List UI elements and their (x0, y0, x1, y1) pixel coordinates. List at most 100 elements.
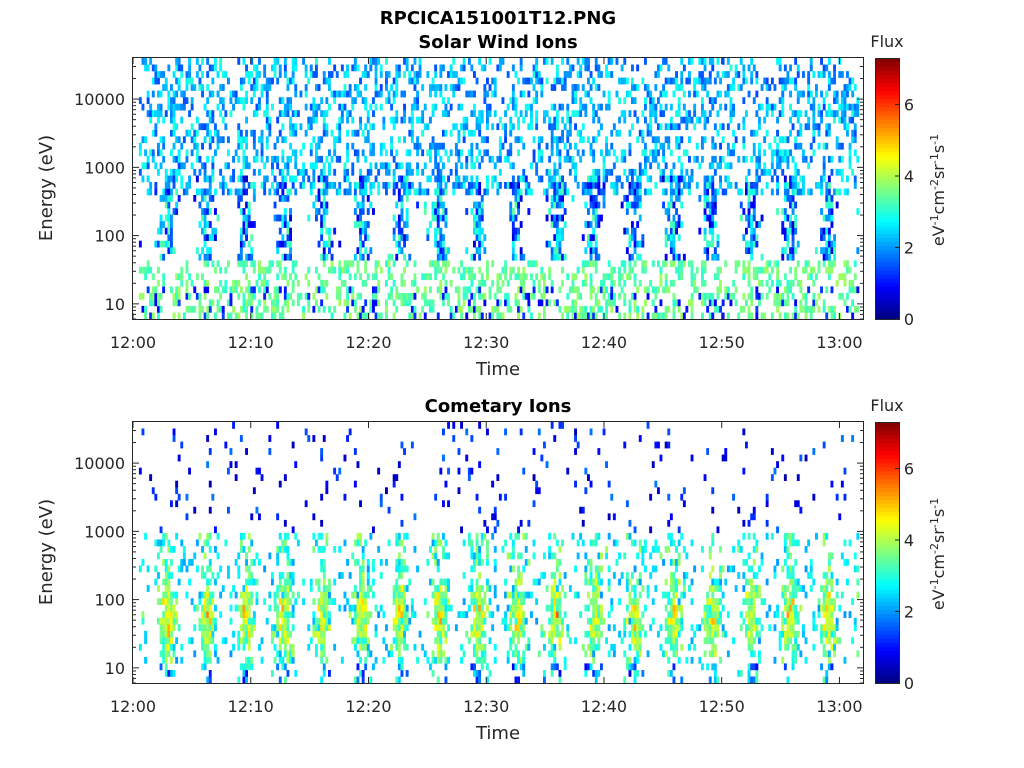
heatmap-cell (475, 77, 479, 85)
heatmap-cell (568, 116, 572, 124)
heatmap-cell (778, 136, 782, 144)
heatmap-cell (701, 84, 704, 91)
heatmap-cell (413, 142, 417, 150)
heatmap-cell (706, 116, 710, 124)
heatmap-cell (817, 305, 821, 313)
heatmap-cell (144, 305, 147, 313)
heatmap-cell (493, 175, 497, 183)
heatmap-cell (511, 253, 515, 261)
heatmap-cell (750, 227, 754, 235)
heatmap-cell (462, 598, 466, 605)
heatmap-cell (263, 273, 267, 281)
heatmap-cell (657, 136, 660, 144)
heatmap-cell (170, 149, 173, 157)
heatmap-cell (201, 214, 204, 222)
heatmap-cell (250, 234, 254, 241)
heatmap-cell (359, 90, 362, 98)
heatmap-cell (496, 188, 500, 196)
heatmap-cell (286, 591, 290, 599)
heatmap-cell (820, 247, 823, 254)
heatmap-cell (328, 305, 331, 313)
heatmap-cell (175, 188, 179, 196)
heatmap-cell (390, 650, 393, 658)
heatmap-cell (672, 90, 676, 98)
heatmap-cell (361, 630, 365, 638)
heatmap-cell (786, 234, 790, 241)
heatmap-cell (470, 591, 474, 599)
heatmap-cell (553, 182, 557, 189)
heatmap-cell (563, 71, 567, 78)
heatmap-cell (159, 546, 163, 553)
heatmap-cell (146, 97, 150, 104)
heatmap-cell (232, 155, 235, 163)
heatmap-cell (721, 71, 725, 78)
heatmap-cell (628, 182, 632, 189)
heatmap-cell (444, 208, 448, 215)
heatmap-cell (760, 253, 764, 261)
heatmap-cell (164, 188, 168, 196)
heatmap-cell (457, 77, 461, 85)
heatmap-cell (651, 110, 655, 117)
heatmap-cell (483, 64, 487, 72)
colorbar-segment (875, 70, 899, 75)
heatmap-cell (410, 136, 414, 144)
heatmap-cell (346, 299, 349, 307)
heatmap-cell (276, 136, 280, 144)
heatmap-cell (312, 624, 316, 632)
heatmap-cell (848, 116, 852, 124)
heatmap-cell (322, 208, 326, 215)
heatmap-cell (276, 604, 280, 612)
heatmap-cell (750, 299, 754, 307)
heatmap-cell (203, 227, 207, 235)
heatmap-cell (555, 253, 559, 261)
heatmap-cell (400, 201, 404, 209)
heatmap-cell (703, 136, 707, 144)
heatmap-cell (397, 643, 401, 651)
heatmap-cell (496, 182, 500, 189)
heatmap-cell (776, 182, 779, 189)
heatmap-cell (322, 129, 326, 137)
heatmap-cell (579, 129, 583, 137)
heatmap-cell (612, 279, 616, 287)
heatmap-cell (625, 175, 629, 183)
heatmap-cell (307, 299, 311, 307)
heatmap-cell (726, 292, 730, 300)
heatmap-cell (325, 201, 329, 209)
heatmap-cell (172, 643, 176, 651)
heatmap-cell (439, 617, 443, 625)
heatmap-cell (449, 305, 453, 313)
heatmap-cell (157, 227, 160, 235)
heatmap-cell (550, 123, 554, 131)
heatmap-cell (825, 129, 829, 137)
heatmap-cell (397, 624, 401, 632)
heatmap-cell (216, 136, 220, 144)
heatmap-cell (664, 279, 668, 287)
heatmap-cell (600, 149, 603, 157)
heatmap-cell (283, 643, 287, 651)
heatmap-cell (470, 292, 474, 300)
heatmap-cell (486, 149, 489, 157)
heatmap-cell (672, 253, 676, 261)
heatmap-cell (182, 559, 186, 566)
heatmap-cell (359, 247, 362, 254)
heatmap-cell (664, 286, 668, 294)
heatmap-cell (584, 305, 588, 313)
heatmap-cell (361, 598, 365, 605)
heatmap-cell (294, 532, 298, 540)
heatmap-cell (527, 188, 531, 196)
heatmap-cell (413, 58, 417, 65)
heatmap-cell (493, 90, 497, 98)
heatmap-cell (581, 279, 585, 287)
heatmap-cell (827, 188, 831, 196)
heatmap-cell (711, 182, 715, 189)
heatmap-cell (511, 103, 515, 111)
heatmap-cell (170, 247, 173, 254)
heatmap-cell (346, 266, 349, 274)
heatmap-cell (480, 312, 484, 320)
heatmap-cell (688, 77, 691, 85)
heatmap-cell (247, 240, 251, 248)
heatmap-cell (677, 142, 681, 150)
heatmap-cell (167, 97, 171, 104)
heatmap-cell (796, 90, 800, 98)
colorbar-segment (875, 212, 899, 218)
